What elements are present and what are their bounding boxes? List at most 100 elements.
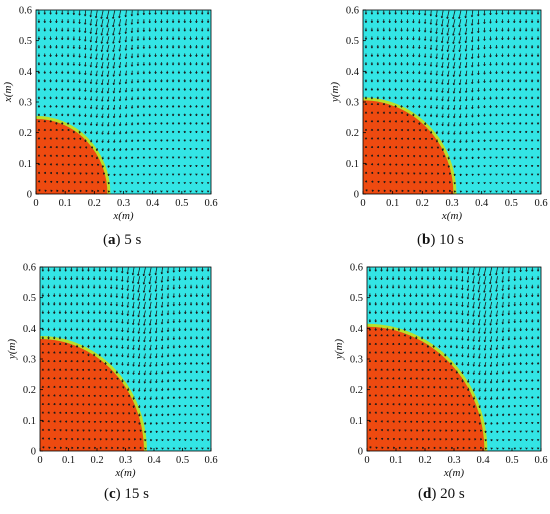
velocity-arrow-head (155, 372, 158, 375)
velocity-arrow-head (507, 165, 510, 167)
velocity-arrow (95, 62, 98, 68)
velocity-arrow-head (85, 172, 88, 175)
velocity-arrow-head (195, 165, 198, 167)
velocity-arrow-head (53, 428, 56, 432)
velocity-arrow-head (137, 373, 141, 376)
velocity-arrow-head (100, 74, 104, 77)
velocity-arrow-head (61, 172, 65, 175)
velocity-arrow-head (184, 438, 187, 441)
velocity-arrow-head (495, 105, 498, 108)
velocity-arrow-head (87, 337, 90, 340)
velocity-arrow-head (189, 303, 193, 306)
velocity-arrow-head (489, 105, 492, 108)
velocity-arrow-head (161, 363, 164, 367)
velocity-arrow-head (81, 351, 85, 354)
velocity-arrow-head (489, 89, 492, 92)
velocity-arrow-head (507, 105, 510, 108)
velocity-arrow-head (441, 74, 444, 77)
velocity-arrow-head (64, 320, 67, 323)
velocity-arrow-head (84, 31, 87, 34)
velocity-arrow-head (489, 72, 492, 75)
velocity-arrow-head (137, 356, 141, 359)
velocity-arrow-head (507, 114, 510, 117)
velocity-arrow (161, 267, 163, 275)
velocity-arrow-head (394, 71, 397, 74)
velocity-arrow-head (370, 163, 374, 166)
velocity-arrow-head (383, 189, 386, 193)
velocity-arrow-head (171, 88, 175, 91)
velocity-arrow-head (513, 122, 516, 125)
velocity-arrow-head (376, 137, 380, 140)
velocity-arrow-head (530, 80, 534, 83)
velocity-arrow-head (43, 46, 46, 49)
velocity-arrow (106, 27, 110, 36)
velocity-arrow-head (364, 97, 368, 100)
velocity-arrow-head (122, 420, 125, 424)
velocity-arrow (458, 10, 462, 19)
velocity-arrow-head (64, 385, 67, 388)
velocity-arrow (149, 327, 152, 334)
velocity-arrow-head (160, 322, 164, 325)
velocity-arrow (435, 19, 438, 26)
velocity-arrow-head (72, 122, 76, 125)
velocity-arrow-head (501, 156, 504, 159)
velocity-arrow-head (95, 41, 98, 44)
velocity-arrow-head (471, 115, 474, 118)
velocity-arrow-head (41, 360, 45, 363)
velocity-arrow-head (519, 105, 522, 108)
velocity-arrow-head (536, 122, 540, 125)
velocity-arrow (101, 70, 104, 77)
velocity-arrow-head (109, 270, 113, 272)
velocity-arrow-head (137, 315, 140, 318)
velocity-arrow-head (64, 368, 67, 371)
velocity-arrow-head (142, 63, 146, 66)
velocity-arrow-head (131, 289, 135, 292)
velocity-arrow-head (106, 41, 109, 44)
velocity-arrow (436, 53, 438, 59)
velocity-arrow-head (101, 165, 105, 168)
velocity-arrow (155, 310, 158, 317)
velocity-arrow (132, 284, 135, 292)
velocity-arrow-head (189, 165, 192, 167)
velocity-arrow-head (161, 430, 164, 433)
velocity-arrow-head (172, 422, 176, 425)
velocity-arrow-head (98, 328, 102, 331)
velocity-arrow (446, 19, 450, 28)
velocity-arrow-head (161, 422, 164, 425)
velocity-arrow-head (172, 278, 176, 281)
velocity-arrow-head (37, 97, 41, 100)
velocity-arrow-head (189, 371, 193, 374)
velocity-arrow-head (93, 403, 96, 406)
velocity-arrow-head (377, 180, 380, 184)
velocity-arrow-head (126, 330, 130, 333)
velocity-arrow-head (105, 446, 108, 450)
velocity-arrow-head (495, 122, 498, 125)
velocity-arrow-head (471, 81, 474, 84)
velocity-arrow-head (112, 91, 116, 94)
velocity-arrow (435, 36, 438, 43)
x-axis-label: x(m) (112, 210, 133, 222)
velocity-arrow-head (376, 120, 380, 123)
velocity-arrow-head (519, 54, 522, 57)
velocity-arrow-head (110, 403, 114, 406)
velocity-arrow-head (382, 128, 386, 131)
velocity-arrow (107, 79, 110, 86)
velocity-arrow-head (66, 55, 70, 58)
velocity-arrow-head (189, 430, 193, 433)
velocity-arrow-head (189, 278, 193, 281)
y-tick-label: 0.1 (19, 159, 32, 170)
velocity-arrow-head (441, 99, 444, 102)
velocity-arrow-head (160, 139, 163, 142)
velocity-arrow-head (382, 88, 385, 91)
x-axis-label: x(m) (441, 210, 462, 222)
velocity-arrow-head (38, 189, 41, 192)
velocity-arrow-head (100, 33, 103, 36)
velocity-arrow-head (87, 320, 90, 323)
velocity-arrow-head (519, 165, 522, 167)
velocity-arrow-head (126, 347, 130, 350)
velocity-arrow-head (131, 182, 134, 185)
velocity-arrow-head (47, 294, 50, 297)
velocity-arrow-head (189, 80, 192, 83)
velocity-arrow-head (364, 54, 368, 57)
velocity-arrow-head (131, 173, 134, 176)
